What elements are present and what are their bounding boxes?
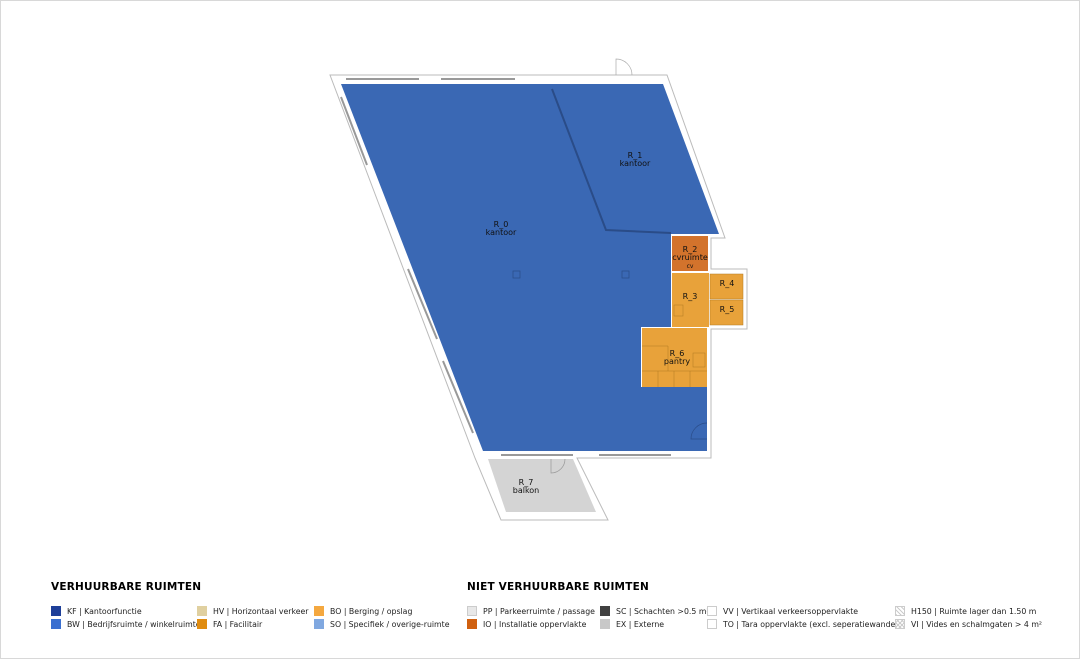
- legend-label: VV | Vertikaal verkeersoppervlakte: [723, 606, 859, 616]
- room-R_4[interactable]: [709, 273, 744, 300]
- legend-item: VV | Vertikaal verkeersoppervlakte: [707, 606, 858, 616]
- legend-label: PP | Parkeerruimte / passage: [483, 606, 595, 616]
- room-sub: cv: [687, 263, 694, 270]
- legend-swatch: [467, 619, 477, 629]
- legend-swatch: [707, 619, 717, 629]
- room-R_0-R_1-area[interactable]: [341, 84, 719, 451]
- legend-label: KF | Kantoorfunctie: [67, 606, 142, 616]
- legend-swatch: [197, 606, 207, 616]
- legend-label: SC | Schachten >0.5 m²: [616, 606, 710, 616]
- room-R_5[interactable]: [709, 299, 744, 326]
- legend-swatch: [51, 619, 61, 629]
- room-id: R_3: [683, 292, 698, 301]
- door-icon: [615, 58, 633, 76]
- legend-swatch: [600, 619, 610, 629]
- legend-swatch: [314, 619, 324, 629]
- room-id: R_2: [683, 245, 698, 254]
- legend-item: H150 | Ruimte lager dan 1.50 m: [895, 606, 1036, 616]
- room-id: R_7: [519, 478, 534, 487]
- legend-swatch: [51, 606, 61, 616]
- legend-item: SO | Specifiek / overige-ruimte: [314, 619, 450, 629]
- room-id: R_5: [720, 305, 735, 314]
- legend-item: EX | Externe: [600, 619, 664, 629]
- room-name: pantry: [664, 357, 690, 366]
- legend-swatch: [314, 606, 324, 616]
- room-R_3[interactable]: [672, 273, 709, 327]
- windows: [340, 78, 671, 456]
- room-name: kantoor: [620, 159, 651, 168]
- room-R_6[interactable]: [642, 328, 707, 387]
- legend-title-nonrentable: NIET VERHUURBARE RUIMTEN: [467, 581, 649, 593]
- legend-item: SC | Schachten >0.5 m²: [600, 606, 710, 616]
- legend-label: EX | Externe: [616, 619, 665, 629]
- legend-item: VI | Vides en schalmgaten > 4 m²: [895, 619, 1042, 629]
- legend-swatch: [707, 606, 717, 616]
- door-icon: [550, 458, 566, 474]
- legend-title-rentable: VERHUURBARE RUIMTEN: [51, 581, 202, 593]
- legend-swatch: [895, 606, 905, 616]
- legend-item: HV | Horizontaal verkeer: [197, 606, 309, 616]
- legend-item: KF | Kantoorfunctie: [51, 606, 142, 616]
- room-R_2[interactable]: [672, 236, 708, 271]
- legend-swatch: [197, 619, 207, 629]
- legend-label: IO | Installatie oppervlakte: [483, 619, 587, 629]
- room-name: kantoor: [486, 228, 517, 237]
- interior-wall: [551, 88, 672, 234]
- legend-label: H150 | Ruimte lager dan 1.50 m: [911, 606, 1037, 616]
- door-icon: [690, 422, 708, 440]
- legend-label: TO | Tara oppervlakte (excl. seperatiewa…: [723, 619, 904, 629]
- legend-swatch: [895, 619, 905, 629]
- room-id: R_6: [670, 349, 685, 358]
- column: [512, 270, 521, 279]
- legend-swatch: [467, 606, 477, 616]
- room-id: R_1: [628, 151, 643, 160]
- legend-label: BO | Berging / opslag: [330, 606, 413, 616]
- legend-item: FA | Facilitair: [197, 619, 262, 629]
- legend-label: HV | Horizontaal verkeer: [213, 606, 309, 616]
- room-name: cvruimte: [672, 253, 708, 262]
- room-id: R_0: [494, 220, 509, 229]
- legend-label: BW | Bedrijfsruimte / winkelruimte: [67, 619, 201, 629]
- legend-item: PP | Parkeerruimte / passage: [467, 606, 595, 616]
- room-R_7[interactable]: [488, 459, 596, 512]
- legend-label: VI | Vides en schalmgaten > 4 m²: [911, 619, 1043, 629]
- legend-item: IO | Installatie oppervlakte: [467, 619, 586, 629]
- room-id: R_4: [720, 279, 735, 288]
- legend-label: SO | Specifiek / overige-ruimte: [330, 619, 450, 629]
- pantry-fixtures: [642, 304, 707, 387]
- legend-label: FA | Facilitair: [213, 619, 263, 629]
- column: [621, 270, 630, 279]
- legend-swatch: [600, 606, 610, 616]
- legend-item: BW | Bedrijfsruimte / winkelruimte: [51, 619, 201, 629]
- legend-item: TO | Tara oppervlakte (excl. seperatiewa…: [707, 619, 903, 629]
- room-name: balkon: [513, 486, 540, 495]
- legend-item: BO | Berging / opslag: [314, 606, 412, 616]
